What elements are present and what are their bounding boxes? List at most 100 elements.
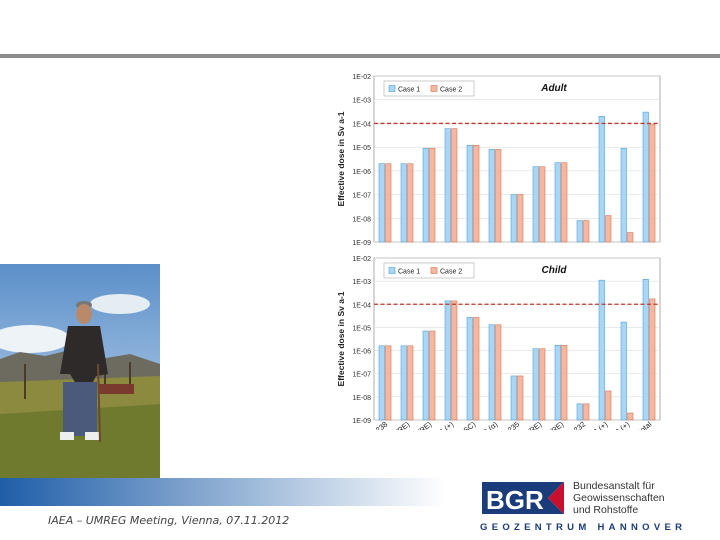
child-bar-case2 xyxy=(429,330,436,421)
child-bar-case1 xyxy=(642,279,649,421)
adult-plot-area xyxy=(373,75,661,243)
adult-bar-case1 xyxy=(378,163,385,243)
adult-y-tick-label: 1E-08 xyxy=(352,216,371,223)
logo-subtitle: GEOZENTRUM HANNOVER xyxy=(480,522,687,533)
adult-bar-case1 xyxy=(554,162,561,243)
adult-bar-case2 xyxy=(583,220,590,243)
adult-y-tick-label: 1E-06 xyxy=(352,169,371,176)
child-bar-case2 xyxy=(407,345,414,421)
adult-bar-case1 xyxy=(422,147,429,243)
child-bar-case1 xyxy=(378,345,385,421)
adult-bar-case2 xyxy=(473,144,480,243)
elderly-man-photo xyxy=(0,264,160,478)
adult-bar-case1 xyxy=(510,194,517,243)
child-x-tick-label: U-238 xyxy=(368,420,389,430)
child-bar-case2 xyxy=(385,345,392,421)
bottom-gradient-bar xyxy=(0,478,720,506)
child-y-tick-label: 1E-04 xyxy=(352,302,371,309)
adult-bar-case2 xyxy=(429,147,436,243)
adult-chart-panel: 1E-02 1E-03 1E-04 1E-05 1E-06 1E-07 1E-08 1E-09… xyxy=(336,74,661,247)
adult-bar-case1 xyxy=(488,149,495,243)
child-bar-case1 xyxy=(488,324,495,421)
child-bar-case1 xyxy=(554,344,561,421)
adult-y-tick-label: 1E-03 xyxy=(352,98,371,105)
adult-bar-case2 xyxy=(495,149,502,243)
adult-bar-case2 xyxy=(649,124,656,243)
bgr-logo-mark: BGR xyxy=(482,482,564,515)
child-x-tick-label: total xyxy=(637,419,654,430)
child-y-tick-label: 1E-09 xyxy=(352,418,371,425)
child-x-tick-label: U-235 xyxy=(500,420,521,430)
child-legend-box xyxy=(383,262,475,279)
child-legend-swatch xyxy=(430,267,438,274)
adult-bar-case1 xyxy=(620,147,627,243)
child-bar-case1 xyxy=(422,330,429,421)
child-chart-title: Child xyxy=(542,265,568,276)
adult-bar-case2 xyxy=(451,128,458,243)
adult-bar-case2 xyxy=(539,166,546,243)
child-bar-case1 xyxy=(598,279,605,421)
child-legend: Case 1 Case 2 xyxy=(383,262,475,279)
adult-y-tick-label: 1E-04 xyxy=(352,121,371,128)
adult-bar-case1 xyxy=(532,166,539,243)
child-bar-case1 xyxy=(444,300,451,421)
adult-y-tick-label: 1E-09 xyxy=(352,240,371,247)
child-bar-case1 xyxy=(576,403,583,421)
child-bar-case2 xyxy=(517,375,524,421)
adult-legend-label: Case 2 xyxy=(440,87,462,94)
child-bar-case2 xyxy=(561,344,568,421)
child-x-tick-label: Th-232 xyxy=(563,420,587,430)
adult-legend-label: Case 1 xyxy=(398,87,420,94)
bgr-acronym: BGR xyxy=(486,485,544,515)
child-bar-case2 xyxy=(649,298,656,421)
bgr-logo: BGR Bundesanstalt für Geowissenschaften … xyxy=(478,478,720,540)
adult-legend-swatch xyxy=(430,85,438,92)
adult-bar-case1 xyxy=(576,220,583,243)
adult-bar-case1 xyxy=(444,128,451,243)
child-bar-case1 xyxy=(510,375,517,421)
child-bar-case1 xyxy=(532,348,539,421)
adult-bar-case2 xyxy=(561,162,568,243)
child-y-axis-label: Effective dose in Sv a-1 xyxy=(336,291,346,386)
child-y-tick-label: 1E-07 xyxy=(352,372,371,379)
child-y-tick-label: 1E-08 xyxy=(352,395,371,402)
adult-y-tick-label: 1E-07 xyxy=(352,193,371,200)
adult-bar-case1 xyxy=(400,163,407,243)
adult-y-tick-label: 1E-05 xyxy=(352,145,371,152)
child-bar-case1 xyxy=(400,345,407,421)
adult-y-axis-label: Effective dose in Sv a-1 xyxy=(336,111,346,206)
adult-bar-case2 xyxy=(627,232,634,243)
child-y-tick-label: 1E-03 xyxy=(352,279,371,286)
adult-legend: Case 1 Case 2 xyxy=(383,80,475,97)
child-plot-area xyxy=(373,257,661,421)
adult-bar-case2 xyxy=(605,215,612,243)
org-line-3: und Rohstoffe xyxy=(573,504,639,516)
child-legend-label: Case 1 xyxy=(398,269,420,276)
adult-bar-case1 xyxy=(642,111,649,243)
adult-y-tick-label: 1E-02 xyxy=(352,74,371,81)
top-divider xyxy=(0,54,720,58)
child-bar-case2 xyxy=(605,390,612,421)
child-y-tick-label: 1E-05 xyxy=(352,325,371,332)
child-y-tick-label: 1E-02 xyxy=(352,256,371,263)
child-bar-case2 xyxy=(451,300,458,421)
adult-bar-case2 xyxy=(385,163,392,243)
org-line-1: Bundesanstalt für xyxy=(573,480,655,492)
adult-legend-box xyxy=(383,80,475,97)
adult-legend-swatch xyxy=(388,85,396,92)
adult-bar-case1 xyxy=(598,115,605,243)
child-bar-case1 xyxy=(466,317,473,421)
child-bar-case2 xyxy=(495,324,502,421)
adult-bar-case2 xyxy=(517,194,524,243)
child-bar-case1 xyxy=(620,321,627,421)
child-bar-case2 xyxy=(539,348,546,421)
child-legend-label: Case 2 xyxy=(440,269,462,276)
adult-bar-case2 xyxy=(407,163,414,243)
dose-charts: 1E-02 1E-03 1E-04 1E-05 1E-06 1E-07 1E-08 1E-09… xyxy=(336,74,661,430)
org-line-2: Geowissenschaften xyxy=(573,492,665,504)
child-bar-case2 xyxy=(473,317,480,421)
child-bar-case2 xyxy=(627,412,634,421)
child-legend-swatch xyxy=(388,267,396,274)
adult-bar-case1 xyxy=(466,144,473,243)
child-chart-panel: 1E-02 1E-03 1E-04 1E-05 1E-06 1E-07 1E-08 1E-09… xyxy=(336,256,661,430)
